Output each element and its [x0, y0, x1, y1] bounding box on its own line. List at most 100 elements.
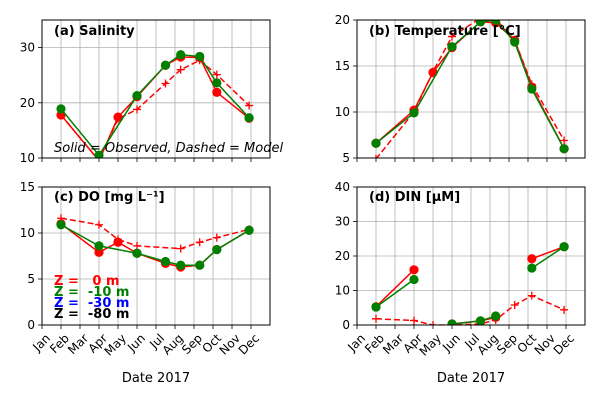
data-point — [113, 112, 123, 122]
data-point-plus — [133, 241, 141, 250]
y-tick-label: 5 — [27, 272, 35, 286]
x-tick-label: Dec — [551, 331, 577, 357]
data-point — [409, 265, 419, 275]
data-point — [447, 42, 457, 52]
data-point — [160, 60, 171, 70]
data-point — [212, 87, 222, 97]
data-point-plus — [410, 316, 418, 325]
data-point-plus — [510, 300, 519, 309]
panel-b-y-ticks: 5 10 15 20 — [335, 13, 357, 165]
series-line — [60, 223, 250, 268]
depth-legend: Z = 0 m Z = -10 m Z = -30 m Z = -80 m — [54, 274, 129, 322]
data-point — [527, 263, 537, 273]
data-point — [212, 244, 222, 255]
data-point-plus — [527, 291, 536, 300]
panel-b-series — [371, 20, 569, 158]
data-point-plus — [212, 233, 221, 242]
data-point-plus — [195, 238, 204, 247]
legend-z-80: Z = -80 m — [54, 307, 129, 322]
data-point — [510, 37, 520, 47]
y-tick-label: 10 — [20, 226, 35, 240]
data-point-plus — [176, 65, 185, 74]
data-point — [559, 144, 569, 154]
panel-d-title: (d) DIN [μM] — [369, 190, 460, 205]
panel-c-y-ticks: 0 5 10 15 — [20, 180, 42, 332]
y-tick-label: 15 — [20, 180, 35, 194]
data-point — [160, 256, 171, 267]
panel-c-series — [56, 214, 254, 272]
data-point — [559, 242, 569, 252]
series-line — [375, 294, 565, 325]
data-point-plus — [176, 244, 185, 253]
legend-z-30: Z = -30 m — [54, 296, 129, 311]
panel-c: 0 5 10 15 JanFebMarAprMayJunJulAugSepOctNov… — [20, 180, 271, 386]
y-tick-label: 10 — [335, 284, 350, 298]
panel-a-title: (a) Salinity — [54, 24, 135, 39]
data-point — [176, 50, 186, 60]
series-line — [60, 217, 250, 250]
panel-b: 5 10 15 20 (b) Temperature [°C] — [335, 13, 586, 165]
y-tick-label: 5 — [342, 151, 350, 165]
data-point-plus — [133, 105, 141, 114]
data-point — [132, 248, 142, 258]
panel-c-title: (c) DO [mg L⁻¹] — [54, 190, 165, 205]
data-point — [371, 138, 381, 148]
data-point-plus — [448, 32, 456, 41]
data-point — [195, 260, 205, 270]
data-point-plus — [429, 321, 437, 325]
panel-b-title: (b) Temperature [°C] — [369, 24, 521, 39]
data-point — [527, 84, 537, 94]
data-point — [56, 220, 66, 230]
y-tick-label: 30 — [20, 41, 35, 55]
series-line — [531, 245, 565, 260]
y-tick-label: 0 — [342, 318, 350, 332]
data-point-plus — [161, 79, 170, 88]
x-tick-label: Jun — [124, 331, 148, 355]
data-point — [491, 20, 501, 25]
data-point — [371, 302, 381, 312]
data-point — [475, 20, 486, 27]
data-point — [94, 241, 104, 251]
data-point — [113, 237, 123, 247]
panel-a-y-ticks: 10 20 30 — [20, 41, 42, 165]
panel-c-x-axis-label: Date 2017 — [122, 371, 190, 386]
data-point — [56, 104, 66, 114]
y-tick-label: 30 — [335, 215, 350, 229]
data-point — [409, 274, 419, 285]
data-point — [94, 150, 104, 158]
data-point — [475, 316, 486, 325]
panel-a-series — [56, 50, 254, 158]
y-tick-label: 20 — [335, 249, 350, 263]
series-line — [375, 269, 415, 308]
data-point-plus — [95, 220, 103, 229]
panel-b-x-ticks — [356, 158, 567, 162]
data-point-plus — [212, 70, 221, 79]
data-point — [176, 260, 186, 270]
data-point — [132, 91, 142, 101]
data-point — [527, 254, 537, 264]
panel-a-grid — [41, 20, 270, 159]
data-point — [94, 247, 104, 257]
series-line — [375, 278, 415, 308]
y-tick-label: 40 — [335, 180, 350, 194]
data-point-plus — [560, 136, 569, 145]
panel-a: 10 20 30 (a) Salinity Solid = Observed, Da… — [20, 19, 283, 165]
panel-d: 0 10 20 30 40 JanFebMarAprMayJunJulAugSepOct… — [335, 180, 586, 386]
data-point — [491, 311, 501, 321]
panel-d-x-axis-label: Date 2017 — [437, 371, 505, 386]
panel-d-y-ticks: 0 10 20 30 40 — [335, 180, 357, 332]
data-point-plus — [375, 154, 377, 158]
panel-b-grid — [356, 19, 585, 159]
series-line — [60, 54, 250, 157]
data-point — [409, 108, 419, 118]
panel-a-x-ticks — [41, 158, 252, 162]
legend-z-10: Z = -10 m — [54, 285, 129, 300]
series-line — [375, 20, 565, 150]
y-tick-label: 0 — [27, 318, 35, 332]
y-tick-label: 15 — [335, 59, 350, 73]
y-tick-label: 10 — [335, 105, 350, 119]
series-line — [531, 246, 565, 269]
